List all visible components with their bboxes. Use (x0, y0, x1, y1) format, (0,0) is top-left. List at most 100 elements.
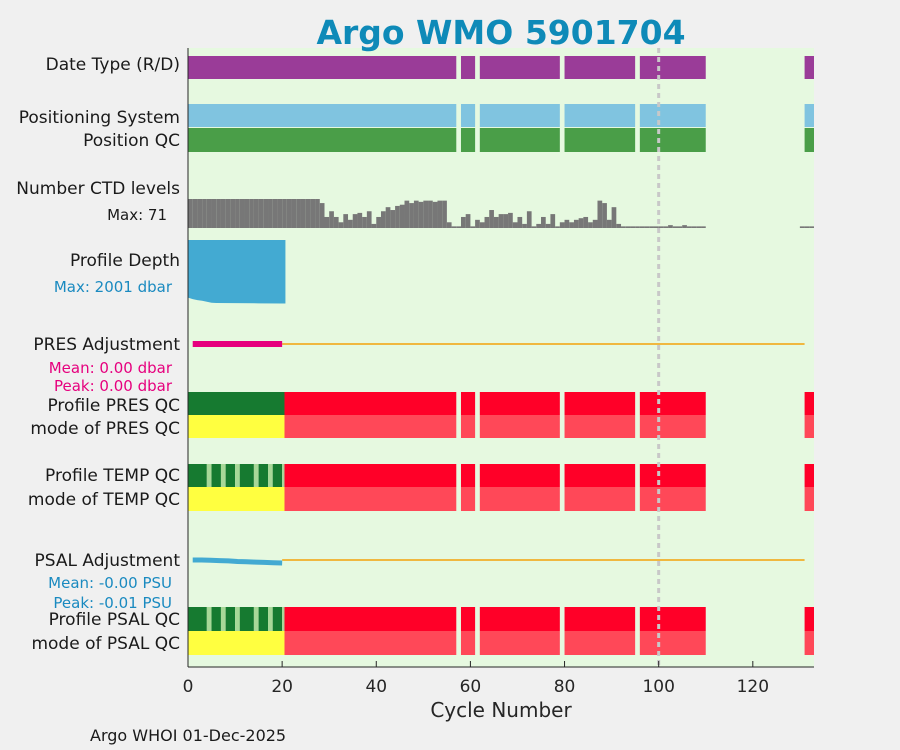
ctd-level-bar (343, 214, 349, 228)
profile-depth-area (188, 240, 286, 304)
ctd-level-bar (192, 199, 198, 228)
ctd-level-bar (625, 226, 631, 228)
ctd-level-bar (376, 216, 381, 228)
ctd-level-bar (211, 199, 217, 228)
ctd-level-bar (588, 222, 593, 228)
temp-qc-early (206, 464, 212, 487)
ctd-level-bar (338, 222, 344, 228)
mode-pres-qc-segment (460, 415, 476, 438)
pres-qc-segment (564, 392, 636, 415)
x-tick-label: 20 (271, 677, 293, 697)
position-qc-segment (479, 128, 560, 152)
positioning-segment (188, 104, 457, 127)
ctd-level-bar (258, 199, 264, 228)
positioning-segment (639, 104, 706, 127)
ctd-max-text: Max: 71 (107, 206, 167, 224)
pres-qc-segment (804, 392, 814, 415)
date-type-segment (804, 56, 814, 79)
ctd-level-bar (804, 226, 810, 228)
x-tick-label: 60 (460, 677, 482, 697)
ctd-level-bar (206, 199, 212, 228)
positioning-segment (460, 104, 476, 127)
ctd-level-bar (475, 219, 480, 228)
mode-pres-qc-segment (479, 415, 560, 438)
ctd-level-bar (517, 216, 523, 228)
ctd-level-bar (512, 222, 518, 228)
label-position-qc: Position QC (83, 131, 180, 151)
positioning-segment (564, 104, 636, 127)
ctd-level-bar (395, 205, 400, 228)
ctd-level-bar (531, 226, 537, 228)
ctd-level-bar (479, 222, 485, 228)
psal-qc-segment (804, 607, 814, 631)
position-qc-segment (460, 128, 476, 152)
temp-qc-early (235, 464, 240, 487)
x-axis-label: Cycle Number (430, 698, 572, 722)
ctd-level-bar (536, 223, 542, 228)
ctd-level-bar (691, 226, 697, 228)
temp-qc-early (220, 464, 226, 487)
ctd-level-bar (668, 225, 673, 228)
ctd-level-bar (249, 199, 254, 228)
pres-mean-text: Mean: 0.00 dbar (49, 359, 173, 377)
psal-qc-early (206, 607, 212, 631)
mode-psal-qc-segment (479, 631, 560, 655)
position-qc-segment (639, 128, 706, 152)
temp-qc-early (211, 464, 221, 487)
ctd-level-bar (663, 226, 669, 228)
ctd-level-bar (423, 200, 429, 228)
label-profile-temp-qc: Profile TEMP QC (45, 466, 180, 486)
mode-pres-qc-segment (284, 415, 457, 438)
label-mode-pres-qc: mode of PRES QC (30, 419, 180, 439)
ctd-level-bar (300, 199, 306, 228)
psal-qc-early (235, 607, 240, 631)
temp-qc-segment (639, 464, 706, 487)
psal-peak-text: Peak: -0.01 PSU (53, 594, 172, 612)
ctd-level-bar (658, 226, 664, 228)
ctd-level-bar (310, 199, 316, 228)
ctd-level-bar (460, 216, 466, 228)
temp-qc-early (188, 464, 207, 487)
ctd-level-bar (573, 219, 579, 228)
ctd-level-bar (324, 216, 330, 228)
mode-temp-qc-segment (564, 487, 636, 511)
ctd-level-bar (541, 216, 546, 228)
ctd-level-bar (197, 199, 203, 228)
ctd-level-bar (653, 226, 659, 228)
ctd-level-bar (413, 200, 419, 228)
x-tick-label: 0 (183, 677, 194, 697)
temp-qc-segment (460, 464, 476, 487)
date-type-segment (188, 56, 457, 79)
temp-qc-early (258, 464, 269, 487)
temp-qc-early (268, 464, 273, 487)
ctd-level-bar (635, 226, 640, 228)
label-ctd-levels: Number CTD levels (16, 179, 180, 199)
mode-psal-qc-segment (804, 631, 814, 655)
mode-psal-qc-segment (564, 631, 636, 655)
ctd-level-bar (357, 212, 363, 228)
position-qc-segment (564, 128, 636, 152)
ctd-level-bar (235, 199, 240, 228)
ctd-level-bar (366, 211, 372, 228)
psal-qc-segment (639, 607, 706, 631)
x-tick-label: 100 (642, 677, 674, 697)
ctd-level-bar (616, 223, 622, 228)
pres-qc-early (188, 392, 285, 415)
ctd-level-bar (465, 214, 471, 228)
ctd-level-bar (418, 201, 424, 228)
psal-qc-early (225, 607, 236, 631)
mode-pres-qc-segment (564, 415, 636, 438)
ctd-level-bar (686, 226, 692, 228)
psal-qc-early (188, 607, 207, 631)
depth-max-text: Max: 2001 dbar (54, 278, 173, 296)
ctd-level-bar (583, 216, 589, 228)
psal-qc-early (258, 607, 269, 631)
mode-pres-qc-early (188, 415, 285, 438)
ctd-level-bar (432, 201, 438, 228)
ctd-level-bar (644, 226, 650, 228)
date-type-segment (564, 56, 636, 79)
ctd-level-bar (456, 226, 461, 228)
ctd-level-bar (493, 216, 499, 228)
ctd-level-bar (606, 219, 612, 228)
